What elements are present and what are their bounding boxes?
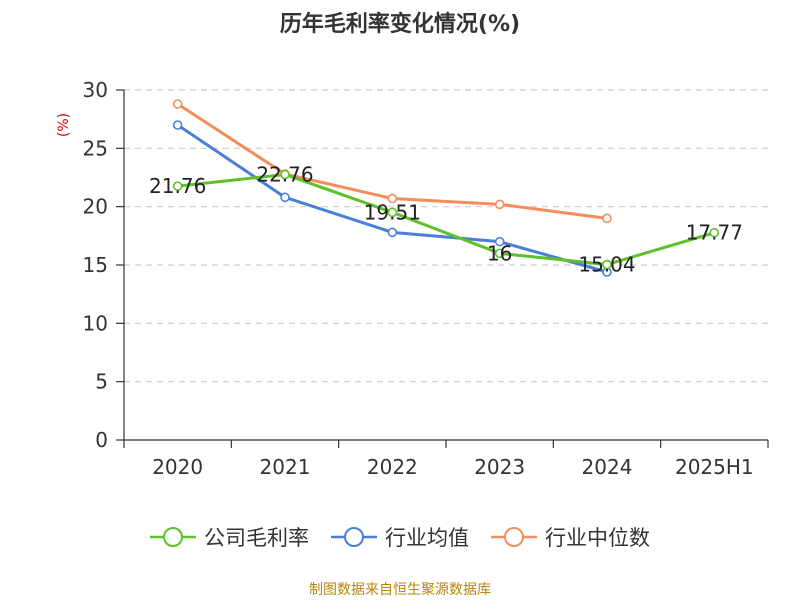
data-point xyxy=(172,181,183,191)
legend-marker xyxy=(504,527,524,547)
data-label: 21.76 xyxy=(149,174,206,198)
data-point xyxy=(387,227,398,238)
data-point xyxy=(280,169,290,180)
data-point xyxy=(602,213,612,224)
data-label: 16 xyxy=(487,241,512,265)
axes xyxy=(116,89,769,448)
series-lines xyxy=(176,102,716,274)
x-tick-label: 2022 xyxy=(367,455,418,479)
x-tick-label: 2020 xyxy=(152,455,203,479)
x-tick-label: 2023 xyxy=(474,455,525,479)
data-point xyxy=(280,192,290,203)
data-point xyxy=(387,207,398,218)
data-label: 15.04 xyxy=(578,253,635,277)
data-point xyxy=(494,199,505,210)
y-tick-label: 10 xyxy=(83,311,108,335)
data-point xyxy=(172,120,183,130)
data-point xyxy=(602,259,612,270)
data-point xyxy=(172,99,183,109)
series-line xyxy=(176,172,716,267)
data-label: 17.77 xyxy=(686,221,743,245)
legend-label: 公司毛利率 xyxy=(204,526,309,550)
y-tick-label: 20 xyxy=(83,195,108,219)
y-tick-label: 0 xyxy=(95,428,108,452)
data-label: 19.51 xyxy=(364,200,421,224)
y-tick-label: 15 xyxy=(83,253,108,277)
data-labels: 21.76 22.76 19.51 16 15.04 17.77 xyxy=(149,162,743,276)
legend-marker xyxy=(344,527,364,547)
series-points xyxy=(172,99,720,277)
x-tick-labels: 2020 2021 2022 2023 2024 2025H1 xyxy=(152,455,753,479)
grid-lines xyxy=(124,89,768,383)
chart-title: 历年毛利率变化情况(%) xyxy=(280,11,520,37)
legend: 公司毛利率 行业均值 行业中位数 xyxy=(150,526,650,550)
data-point xyxy=(494,236,505,247)
y-tick-label: 5 xyxy=(95,370,108,394)
source-note: 制图数据来自恒生聚源数据库 xyxy=(309,582,491,598)
x-tick-label: 2025H1 xyxy=(675,455,754,479)
y-tick-labels: 0 5 10 15 20 25 30 xyxy=(83,78,108,452)
data-point xyxy=(709,227,720,238)
y-tick-label: 25 xyxy=(83,136,108,160)
y-axis-label: (%) xyxy=(56,113,72,137)
legend-marker xyxy=(163,527,183,547)
legend-label: 行业中位数 xyxy=(545,526,650,550)
y-tick-label: 30 xyxy=(83,78,108,102)
data-label: 22.76 xyxy=(256,162,313,186)
x-tick-label: 2024 xyxy=(582,455,633,479)
data-point xyxy=(387,193,398,204)
legend-label: 行业均值 xyxy=(385,526,469,550)
x-tick-label: 2021 xyxy=(260,455,311,479)
data-point xyxy=(494,248,505,259)
